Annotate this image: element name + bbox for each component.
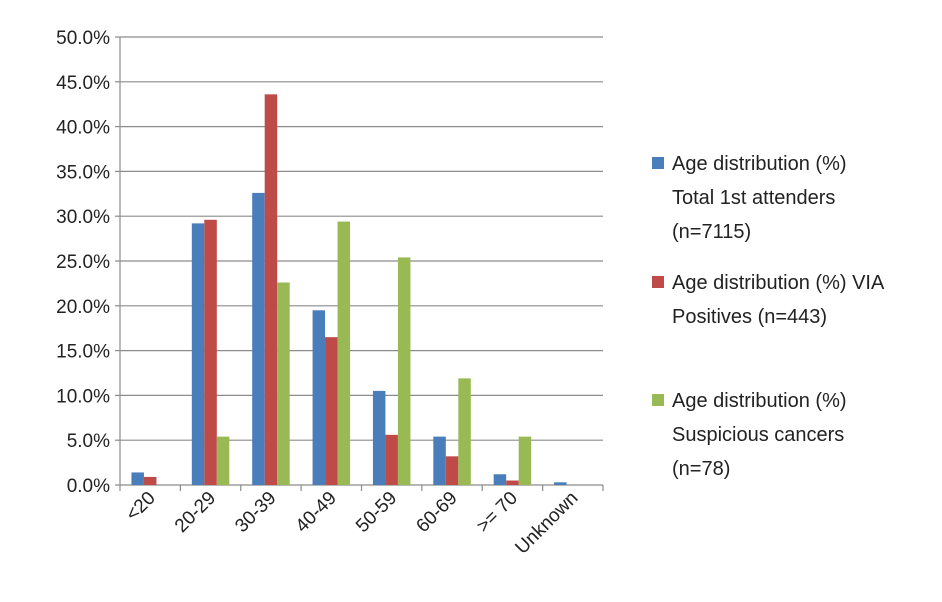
y-tick-label: 30.0% [56,207,110,228]
bar-2-<20 [143,476,157,485]
bar-2-50-59 [385,434,398,485]
bar-2->= 70 [506,480,519,485]
bars [131,94,567,486]
x-tick-label: 30-39 [231,488,280,537]
bar-1->= 70 [493,474,507,485]
y-tick-label: 40.0% [56,118,110,139]
legend-label: Suspicious cancers [672,424,844,446]
y-tick-label: 20.0% [56,297,110,318]
y-tick-label: 5.0% [67,431,110,452]
y-tick-label: 15.0% [56,342,110,363]
bar-3-40-49 [337,221,351,486]
axes [115,36,604,491]
bar-1-20-29 [191,223,205,486]
y-tick-label: 10.0% [56,386,110,407]
y-tick-label: 0.0% [67,476,110,497]
y-tick-label: 35.0% [56,162,110,183]
legend-label: Total 1st attenders [672,187,835,209]
bar-2-30-39 [264,94,278,486]
legend-label: (n=7115) [672,221,751,243]
x-tick-label: <20 [122,488,160,526]
bar-2-60-69 [445,456,459,485]
x-tick-label: >= 70 [473,488,522,537]
y-axis-tick-labels: 0.0% 5.0% 10.0% 15.0% 20.0% 25.0% 30.0% 35.0% 40… [56,28,110,497]
bar-3-50-59 [397,257,411,485]
bar-3-20-29 [216,436,230,485]
bar-1-50-59 [372,390,386,485]
legend-swatch [652,157,664,169]
x-tick-label: 40-49 [292,488,341,537]
x-tick-label: 20-29 [171,488,220,537]
x-tick-label: Unknown [511,488,582,559]
bar-3->= 70 [518,436,532,485]
legend-swatch [652,394,664,406]
bar-3-30-39 [277,282,290,485]
bar-1-30-39 [252,192,265,486]
legend-label: (n=78) [672,458,730,480]
legend-label: Positives (n=443) [672,306,827,328]
legend: Age distribution (%) Total 1st attenders (… [652,153,885,480]
bar-3-60-69 [458,378,471,485]
x-tick-label: 60-69 [412,488,461,537]
legend-label: Age distribution (%) [672,153,847,175]
y-tick-label: 25.0% [56,252,110,273]
y-tick-label: 50.0% [56,28,110,49]
legend-swatch [652,276,664,288]
bar-1-40-49 [312,310,326,485]
bar-2-20-29 [204,219,217,485]
x-tick-label: 50-59 [352,488,401,537]
bar-1-Unknown [554,482,567,485]
legend-label: Age distribution (%) [672,390,847,412]
bar-2-40-49 [325,337,338,485]
y-tick-label: 45.0% [56,73,110,94]
bar-1-60-69 [433,436,446,485]
bar-1-<20 [131,472,144,485]
legend-label: Age distribution (%) VIA [672,272,885,294]
